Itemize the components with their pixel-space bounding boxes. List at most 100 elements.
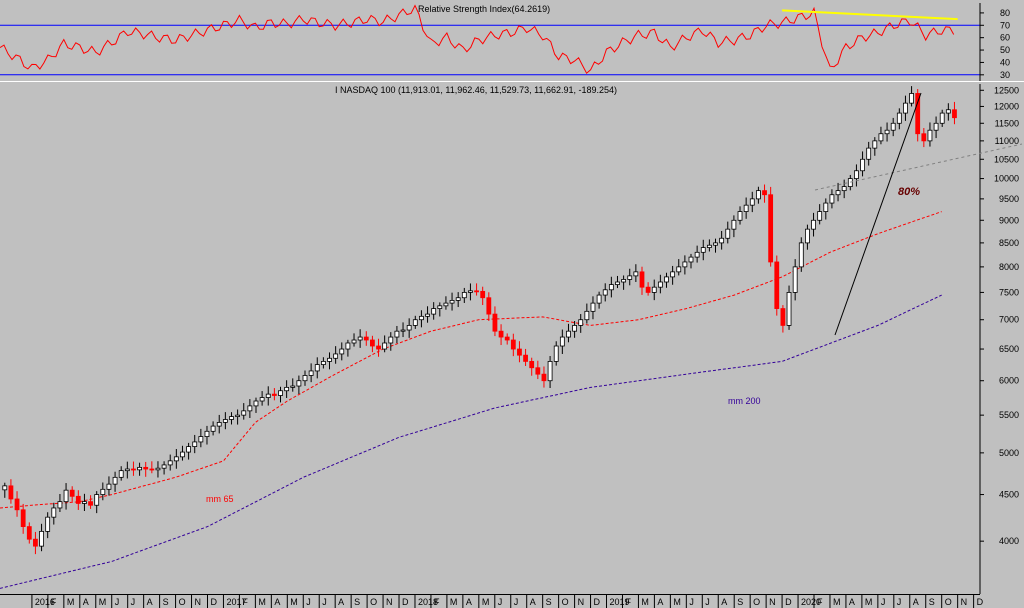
candle-body	[186, 446, 191, 453]
candle-body	[480, 290, 486, 299]
candle-body	[731, 219, 737, 230]
rsi-series-line	[0, 4, 955, 74]
candle-body	[670, 271, 676, 278]
candle-body	[124, 468, 130, 472]
x-tick-label: O	[753, 597, 760, 607]
candle-body	[676, 266, 682, 273]
x-tick-label: D	[594, 597, 601, 607]
candle-body	[633, 271, 639, 277]
candle-body	[106, 483, 112, 490]
candle-body	[235, 414, 241, 417]
candle-body	[94, 494, 100, 506]
candle-body	[192, 441, 198, 447]
candle-body	[890, 122, 896, 131]
x-tick-label: M	[99, 597, 107, 607]
candle-body	[229, 416, 234, 420]
candle-body	[725, 228, 731, 239]
candle-body	[535, 367, 541, 375]
channel-line	[814, 143, 1023, 191]
x-tick-label: M	[258, 597, 266, 607]
candle-body	[657, 281, 663, 288]
mm-65-label: mm 65	[206, 494, 234, 504]
rsi-grid	[0, 3, 1024, 82]
x-tick-label: A	[466, 597, 472, 607]
candle-body	[180, 451, 185, 458]
x-tick-label: N	[195, 597, 202, 607]
x-tick-label: A	[530, 597, 536, 607]
rsi-plot-area	[0, 3, 980, 81]
candle-body	[517, 348, 522, 356]
x-tick-label: M	[833, 597, 841, 607]
x-tick-label: D	[977, 597, 984, 607]
x-tick-label: M	[482, 597, 490, 607]
candle-body	[345, 342, 351, 350]
price-y-tick-label: 9500	[999, 194, 1019, 204]
price-y-tick-label: 12500	[994, 85, 1019, 95]
x-tick-label: O	[562, 597, 569, 607]
candle-body	[510, 339, 516, 350]
candle-body	[841, 186, 847, 192]
candle-body	[596, 294, 602, 304]
candle-body	[8, 485, 14, 500]
candle-body	[504, 336, 510, 341]
price-y-tick-label: 7000	[999, 315, 1019, 325]
candle-body	[394, 330, 400, 338]
x-tick-label: S	[929, 597, 935, 607]
candle-body	[443, 302, 449, 307]
x-tick-label: O	[945, 597, 952, 607]
candle-body	[259, 397, 265, 402]
candle-body	[566, 330, 571, 338]
x-tick-label: A	[849, 597, 855, 607]
candle-body	[939, 112, 945, 124]
candle-body	[265, 393, 271, 398]
x-tick-label: N	[769, 597, 776, 607]
candle-body	[290, 385, 296, 388]
price-y-tick-label: 5000	[999, 448, 1019, 458]
candle-body	[449, 300, 455, 304]
candle-body	[737, 211, 743, 221]
candle-body	[284, 386, 290, 392]
x-tick-label: 2018	[418, 597, 438, 607]
candle-body	[339, 348, 345, 355]
x-tick-label: J	[897, 597, 902, 607]
candle-body	[786, 292, 792, 326]
candle-body	[149, 468, 155, 471]
candle-body	[933, 122, 939, 131]
rsi-title: Relative Strength Index(64.2619)	[418, 4, 550, 14]
price-y-tick-label: 7500	[999, 287, 1019, 297]
candle-body	[854, 170, 859, 179]
candle-body	[878, 133, 884, 142]
candle-body	[253, 400, 259, 407]
candle-body	[376, 345, 381, 350]
candle-body	[627, 275, 633, 280]
candle-body	[474, 290, 479, 293]
price-y-tick-label: 9000	[999, 215, 1019, 225]
x-tick-label: M	[865, 597, 873, 607]
candle-body	[302, 375, 308, 382]
candle-body	[706, 244, 712, 248]
rsi-y-tick-label: 30	[1000, 70, 1010, 80]
candle-body	[639, 271, 645, 288]
x-tick-label: A	[913, 597, 919, 607]
candle-body	[320, 361, 326, 365]
candle-body	[866, 147, 872, 160]
candle-body	[131, 468, 136, 471]
trend-line-up	[834, 92, 922, 336]
candle-body	[529, 361, 535, 369]
candle-body	[425, 313, 430, 317]
candle-body	[33, 538, 38, 547]
candle-body	[798, 242, 804, 268]
candle-body	[572, 325, 577, 332]
candle-body	[927, 129, 933, 142]
candle-body	[682, 261, 688, 268]
candle-body	[835, 190, 841, 196]
rsi-y-tick-label: 80	[1000, 8, 1010, 18]
x-tick-label: J	[689, 597, 694, 607]
mm-200-label: mm 200	[728, 396, 761, 406]
candle-body	[792, 266, 798, 293]
x-tick-label: J	[306, 597, 311, 607]
candle-body	[780, 308, 786, 326]
price-y-tick-label: 11500	[995, 118, 1019, 128]
